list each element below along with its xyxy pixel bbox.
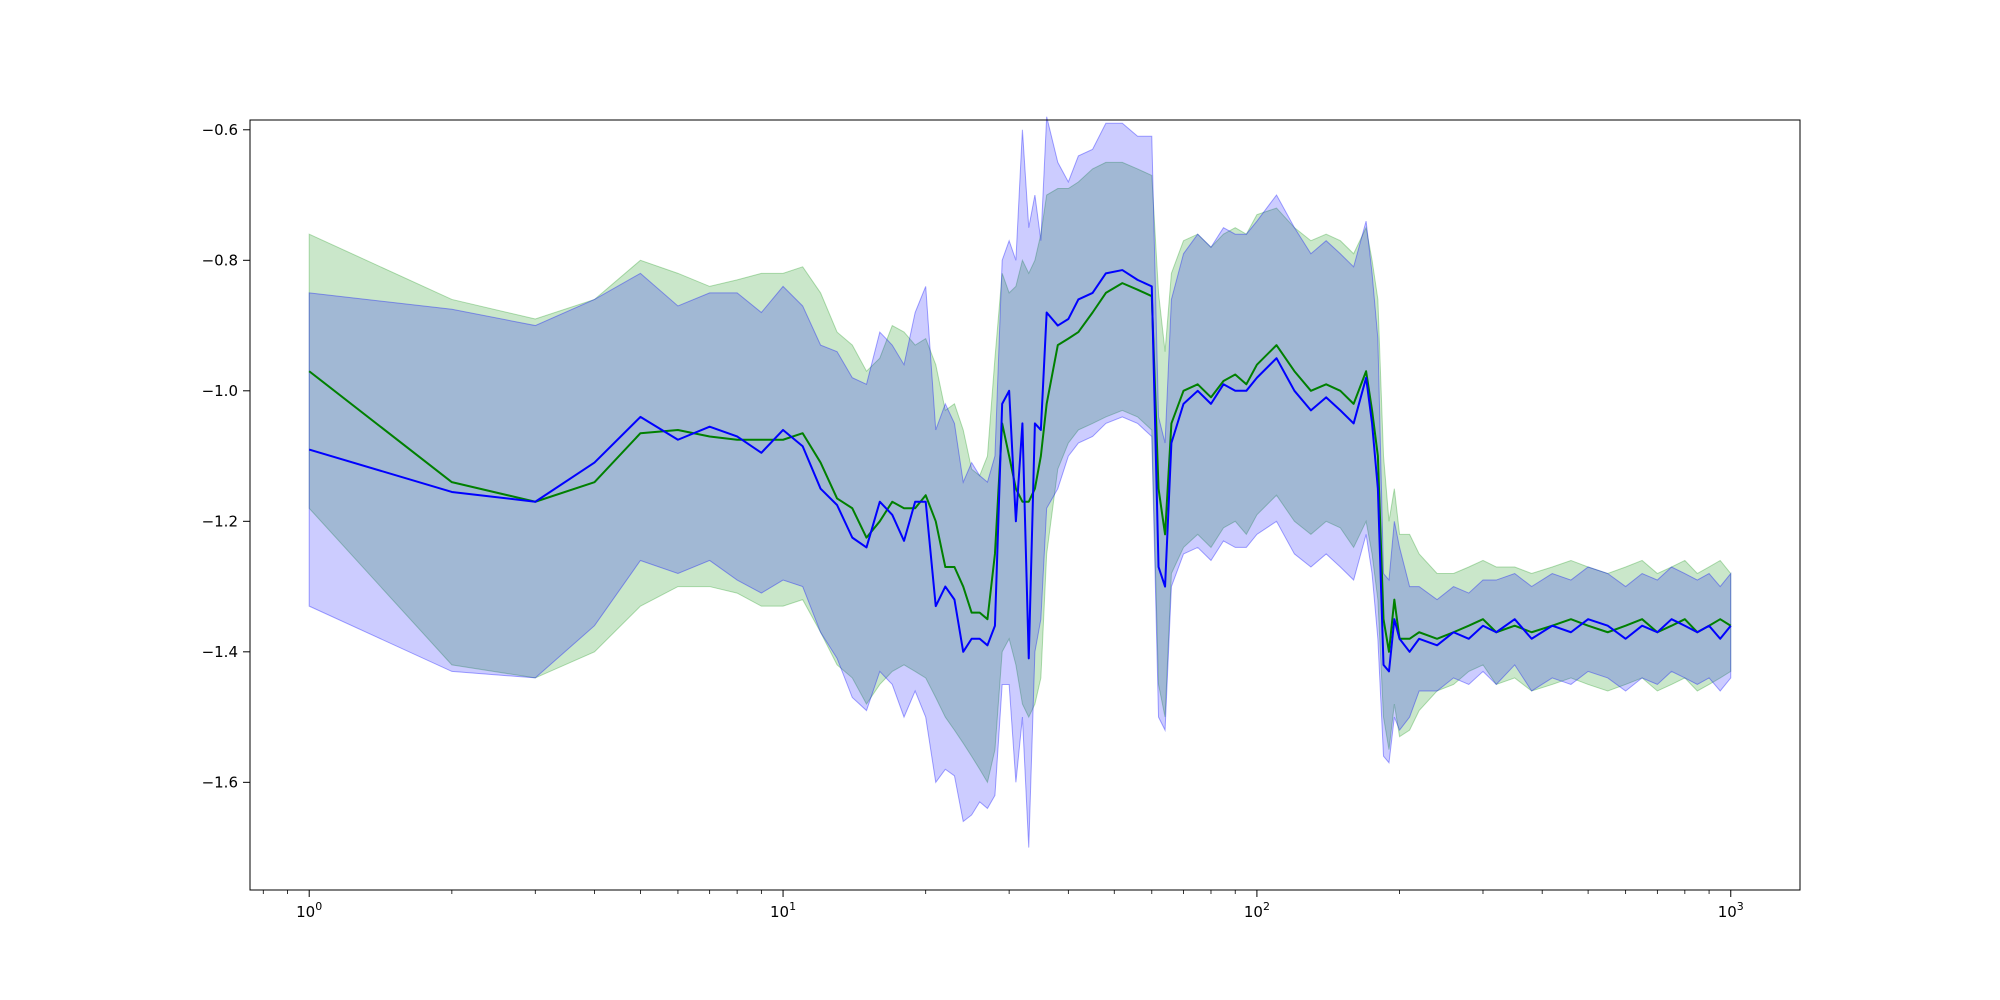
x-axis: 100 101 102 103 bbox=[262, 890, 1744, 921]
y-tick-label: −1.2 bbox=[202, 512, 238, 530]
green-series-line bbox=[308, 282, 1732, 653]
x-tick-label: 101 bbox=[770, 900, 796, 921]
blue-series-line bbox=[308, 269, 1732, 673]
plot-frame bbox=[249, 119, 1801, 891]
y-tick-label: −0.6 bbox=[202, 121, 238, 139]
y-axis: −1.6 −1.4 −1.2 −1.0 −0.8 −0.6 bbox=[202, 121, 250, 791]
x-tick-label: 103 bbox=[1718, 900, 1744, 921]
y-tick-label: −1.0 bbox=[202, 382, 238, 400]
x-tick-label: 102 bbox=[1244, 900, 1270, 921]
series-lines bbox=[308, 269, 1732, 673]
x-tick-label: 100 bbox=[296, 900, 322, 921]
y-tick-label: −1.4 bbox=[202, 643, 238, 661]
blue-confidence-band bbox=[308, 116, 1732, 848]
y-tick-label: −1.6 bbox=[202, 773, 238, 791]
y-tick-label: −0.8 bbox=[202, 251, 238, 269]
